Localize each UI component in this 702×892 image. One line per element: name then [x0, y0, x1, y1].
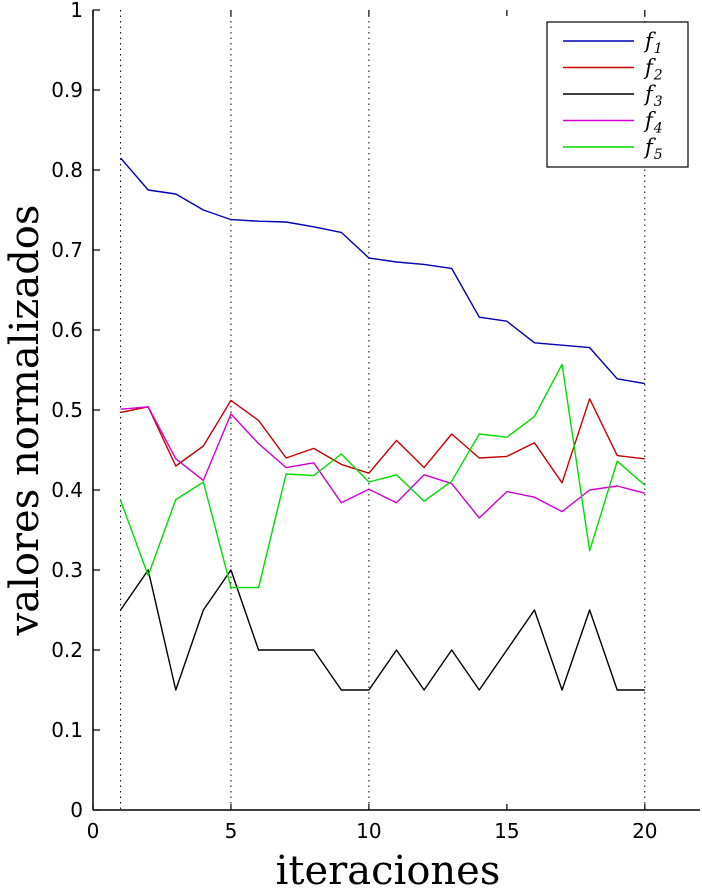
y-axis-title: valores normalizados — [2, 205, 48, 637]
series-line-f1 — [120, 157, 645, 385]
y-tick-label: 0.5 — [51, 398, 83, 422]
y-tick-label: 0.2 — [51, 638, 83, 662]
y-tick-label: 0.9 — [51, 78, 83, 102]
y-tick-label: 0.7 — [51, 238, 83, 262]
y-tick-label: 0.6 — [51, 318, 83, 342]
y-tick-label: 0.1 — [51, 718, 83, 742]
y-tick-label: 0.8 — [51, 158, 83, 182]
y-tick-label: 1 — [70, 0, 83, 22]
y-tick-label: 0 — [70, 798, 83, 822]
x-ticks: 0 5 10 15 20 — [87, 10, 658, 843]
x-axis-title: iteraciones — [276, 848, 501, 892]
series-line-f4 — [120, 406, 645, 519]
series-line-f2 — [120, 398, 645, 484]
x-tick-label: 10 — [356, 819, 381, 843]
series-line-f3 — [120, 569, 645, 691]
series-lines — [119, 157, 646, 691]
x-tick-label: 20 — [632, 819, 657, 843]
x-tick-label: 5 — [225, 819, 238, 843]
x-tick-label: 15 — [494, 819, 519, 843]
series-line-f5 — [119, 363, 646, 589]
y-tick-label: 0.3 — [51, 558, 83, 582]
y-ticks: 0 0.1 0.2 0.3 0.4 0.5 0.6 0.7 0.8 0.9 1 — [51, 0, 100, 822]
x-tick-label: 0 — [87, 819, 100, 843]
y-tick-label: 0.4 — [51, 478, 83, 502]
